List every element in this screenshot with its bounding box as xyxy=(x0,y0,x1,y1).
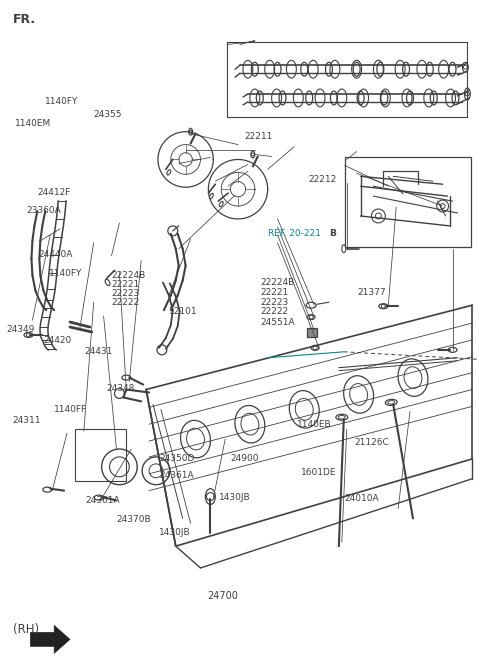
Text: 23360A: 23360A xyxy=(26,207,61,215)
Text: 22223: 22223 xyxy=(260,298,288,307)
Text: 24420: 24420 xyxy=(43,336,72,345)
Text: 24412F: 24412F xyxy=(37,188,70,197)
Text: REF. 20-221: REF. 20-221 xyxy=(267,228,320,238)
Text: 22212: 22212 xyxy=(309,175,337,184)
Text: (RH): (RH) xyxy=(13,623,39,636)
Text: 1140FY: 1140FY xyxy=(45,97,78,106)
Text: 24350D: 24350D xyxy=(159,454,195,463)
Text: 24370B: 24370B xyxy=(117,515,151,524)
Text: 22222: 22222 xyxy=(111,298,139,307)
Text: 1140FF: 1140FF xyxy=(54,405,87,414)
Text: FR.: FR. xyxy=(13,13,36,26)
Text: B: B xyxy=(329,228,336,238)
Text: 24311: 24311 xyxy=(12,416,41,425)
Text: 24900: 24900 xyxy=(230,454,259,463)
Text: 24361A: 24361A xyxy=(159,471,194,480)
Text: 24349: 24349 xyxy=(7,325,35,335)
Text: 24440A: 24440A xyxy=(38,249,73,259)
Bar xyxy=(307,328,317,337)
Text: 1140EM: 1140EM xyxy=(14,119,51,127)
Text: 22223: 22223 xyxy=(111,289,139,298)
Text: 1430JB: 1430JB xyxy=(159,529,191,537)
Text: 24551A: 24551A xyxy=(260,317,295,327)
Text: 21126C: 21126C xyxy=(354,438,389,447)
Text: 24700: 24700 xyxy=(207,591,238,601)
Text: 1140FY: 1140FY xyxy=(49,269,83,278)
Text: 1430JB: 1430JB xyxy=(219,493,250,502)
Text: 22224B: 22224B xyxy=(260,279,294,287)
Bar xyxy=(75,429,126,480)
Text: 12101: 12101 xyxy=(169,307,197,316)
Bar xyxy=(345,158,471,247)
Text: 22222: 22222 xyxy=(260,307,288,316)
Text: 24361A: 24361A xyxy=(86,496,120,505)
Text: 22211: 22211 xyxy=(245,133,273,141)
Text: 22224B: 22224B xyxy=(111,271,145,280)
Text: 22221: 22221 xyxy=(111,280,139,288)
Text: 21377: 21377 xyxy=(358,288,386,297)
Text: 24010A: 24010A xyxy=(344,494,379,504)
Text: 24355: 24355 xyxy=(93,110,121,119)
Polygon shape xyxy=(30,626,70,653)
Text: 24348: 24348 xyxy=(106,384,134,393)
Text: 24431: 24431 xyxy=(84,347,113,356)
Text: 1601DE: 1601DE xyxy=(301,468,336,477)
Text: 1140EB: 1140EB xyxy=(297,420,332,430)
Text: 22221: 22221 xyxy=(260,288,288,297)
